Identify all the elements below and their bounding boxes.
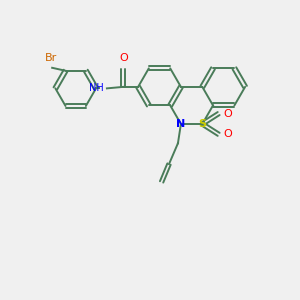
Text: Br: Br <box>44 53 57 63</box>
Text: N: N <box>176 119 185 129</box>
Text: O: O <box>119 53 128 63</box>
Text: O: O <box>223 129 232 140</box>
Text: NH: NH <box>88 83 103 93</box>
Text: O: O <box>223 109 232 118</box>
Text: S: S <box>198 119 206 129</box>
